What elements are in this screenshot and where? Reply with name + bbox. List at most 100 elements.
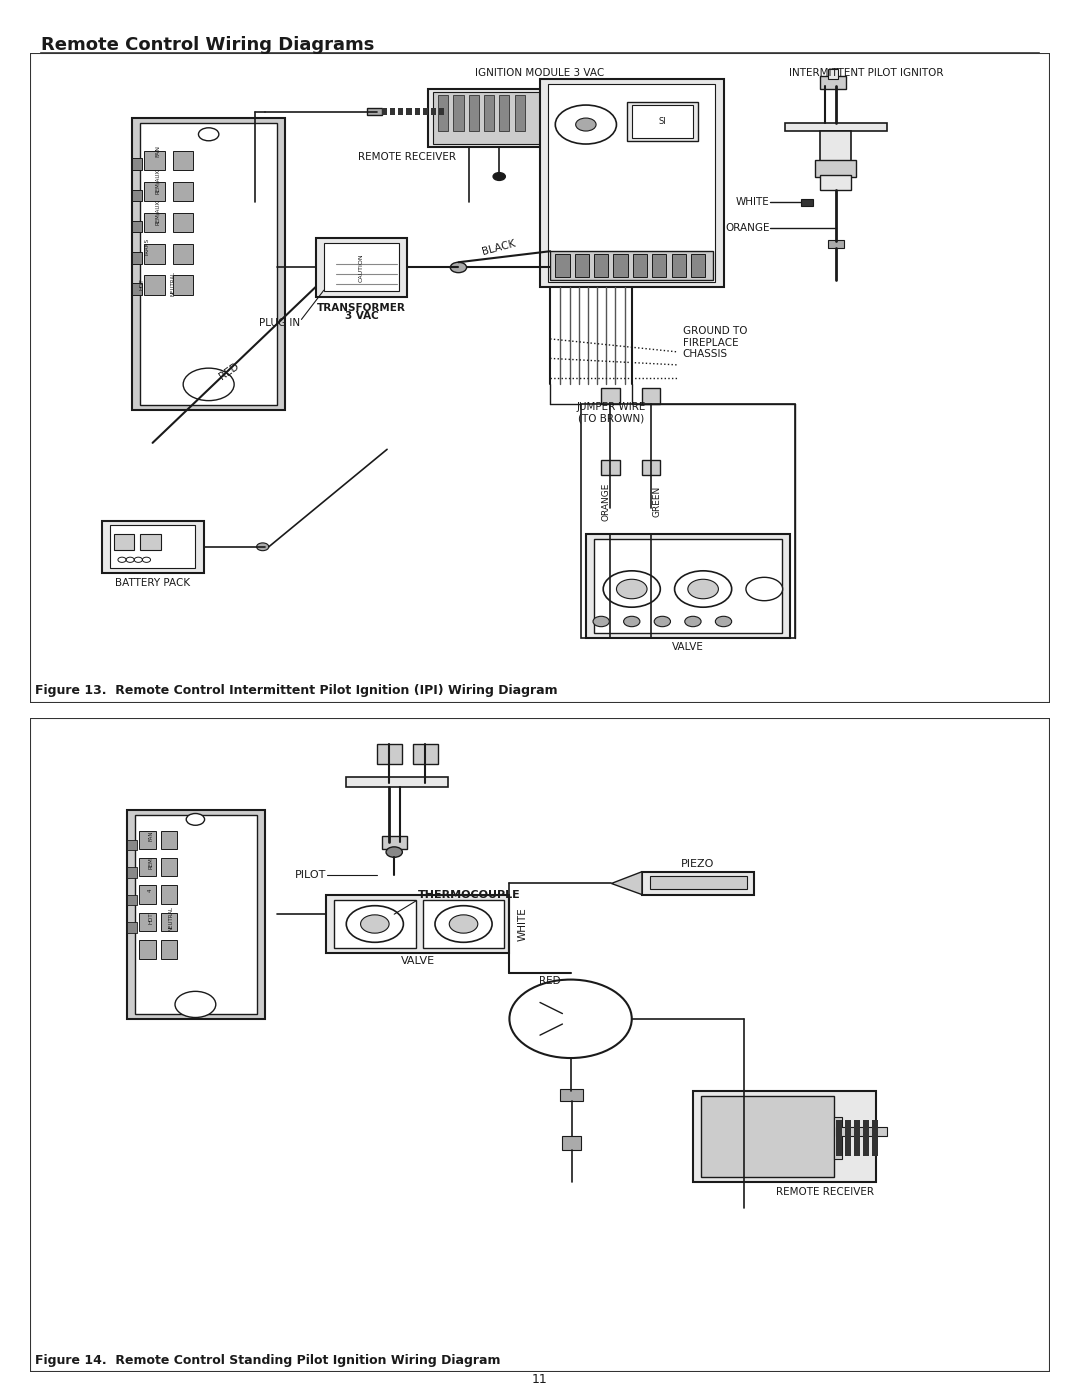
Bar: [127, 894, 137, 905]
Text: THERMOCOUPLE: THERMOCOUPLE: [418, 890, 521, 900]
Text: GROUND TO
FIREPLACE
CHASSIS: GROUND TO FIREPLACE CHASSIS: [683, 326, 747, 359]
Bar: [602, 460, 620, 475]
Bar: [431, 108, 436, 116]
Bar: [575, 254, 589, 277]
Bar: [440, 108, 444, 116]
Bar: [367, 109, 382, 115]
Circle shape: [623, 616, 640, 627]
Circle shape: [361, 915, 389, 933]
Bar: [693, 1091, 877, 1182]
Bar: [602, 388, 620, 404]
Bar: [132, 284, 143, 295]
Bar: [173, 212, 193, 232]
Bar: [132, 251, 143, 264]
Text: NEUTRAL: NEUTRAL: [171, 271, 175, 296]
Bar: [632, 105, 693, 137]
Bar: [139, 886, 156, 904]
Bar: [324, 243, 400, 292]
Bar: [836, 1126, 887, 1137]
Bar: [127, 922, 137, 933]
Bar: [132, 190, 143, 201]
Text: WHITE: WHITE: [517, 907, 527, 940]
Bar: [382, 108, 387, 116]
Bar: [145, 212, 165, 232]
Bar: [701, 1097, 834, 1178]
Bar: [691, 254, 705, 277]
Circle shape: [654, 616, 671, 627]
Bar: [127, 868, 137, 877]
Bar: [145, 182, 165, 201]
Bar: [406, 108, 411, 116]
Bar: [650, 876, 747, 890]
Bar: [454, 95, 463, 131]
Text: PLUG IN: PLUG IN: [259, 317, 300, 328]
Text: PILOT: PILOT: [295, 870, 326, 880]
Bar: [110, 525, 195, 567]
Text: INTERMITTENT PILOT IGNITOR: INTERMITTENT PILOT IGNITOR: [789, 67, 944, 78]
Bar: [135, 814, 257, 1014]
Bar: [382, 835, 407, 849]
Circle shape: [386, 847, 403, 858]
Bar: [326, 894, 510, 953]
Text: VALVE: VALVE: [672, 643, 704, 652]
Bar: [433, 92, 545, 144]
Circle shape: [175, 992, 216, 1017]
Bar: [132, 158, 143, 170]
Bar: [161, 830, 177, 849]
Circle shape: [494, 173, 505, 180]
Text: 4: 4: [148, 888, 153, 893]
Circle shape: [347, 905, 404, 943]
Text: CAUTION: CAUTION: [359, 253, 364, 282]
Circle shape: [617, 580, 647, 599]
Circle shape: [450, 263, 467, 272]
Text: SI: SI: [659, 117, 666, 126]
Bar: [555, 254, 569, 277]
Text: REM: REM: [148, 858, 153, 869]
Bar: [139, 912, 156, 932]
Bar: [173, 182, 193, 201]
Bar: [549, 84, 715, 282]
Bar: [161, 886, 177, 904]
Bar: [594, 254, 608, 277]
Polygon shape: [611, 872, 642, 894]
Bar: [469, 95, 478, 131]
Circle shape: [685, 616, 701, 627]
Bar: [801, 200, 813, 205]
Text: PIEZO: PIEZO: [681, 859, 715, 869]
Bar: [836, 1120, 841, 1157]
Bar: [139, 830, 156, 849]
Bar: [594, 539, 782, 633]
Circle shape: [435, 905, 492, 943]
Text: TRANSFORMER: TRANSFORMER: [318, 303, 406, 313]
Bar: [173, 151, 193, 170]
Bar: [652, 254, 666, 277]
Bar: [626, 102, 698, 141]
Text: IGNITION MODULE 3 VAC: IGNITION MODULE 3 VAC: [475, 67, 605, 78]
Bar: [415, 108, 420, 116]
Text: ORANGE: ORANGE: [602, 482, 611, 521]
Text: GREEN: GREEN: [652, 486, 662, 517]
Bar: [854, 1120, 860, 1157]
Text: ORANGE: ORANGE: [725, 224, 769, 233]
Text: Remote Control Wiring Diagrams: Remote Control Wiring Diagrams: [41, 36, 375, 54]
Text: FAN: FAN: [148, 830, 153, 841]
Bar: [821, 75, 846, 89]
Circle shape: [688, 580, 718, 599]
Bar: [827, 70, 838, 80]
Bar: [642, 460, 660, 475]
Text: NEUTRAL: NEUTRAL: [168, 905, 174, 930]
Bar: [514, 95, 525, 131]
Bar: [863, 1120, 869, 1157]
Bar: [642, 872, 754, 894]
Circle shape: [510, 979, 632, 1058]
Bar: [550, 251, 713, 281]
Text: RED: RED: [217, 360, 241, 381]
Bar: [672, 254, 686, 277]
Bar: [785, 123, 887, 131]
Bar: [132, 119, 285, 411]
Circle shape: [186, 813, 204, 826]
Bar: [422, 900, 504, 949]
Bar: [581, 404, 795, 637]
Text: HOT: HOT: [140, 278, 145, 289]
Bar: [821, 131, 851, 163]
